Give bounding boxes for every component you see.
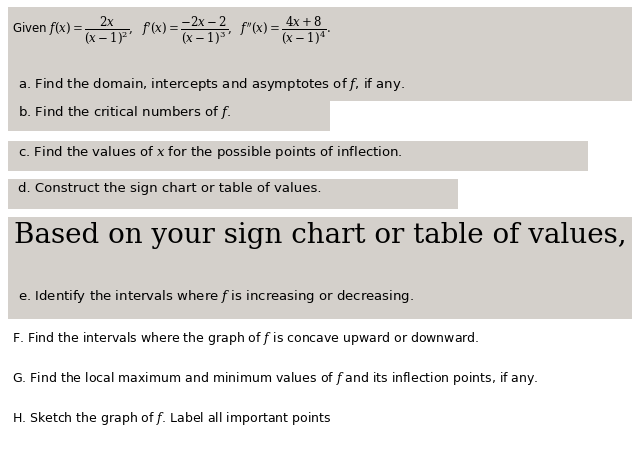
Text: H. Sketch the graph of $f$. Label all important points: H. Sketch the graph of $f$. Label all im… <box>12 409 332 426</box>
Bar <box>8 217 632 319</box>
Bar <box>8 142 588 172</box>
Text: d. Construct the sign chart or table of values.: d. Construct the sign chart or table of … <box>18 182 321 194</box>
Bar <box>8 102 330 132</box>
Bar <box>8 179 458 210</box>
Text: b. Find the critical numbers of $f$.: b. Find the critical numbers of $f$. <box>18 104 231 121</box>
Text: a. Find the domain, intercepts and asymptotes of $f$, if any.: a. Find the domain, intercepts and asymp… <box>18 76 405 93</box>
Text: e. Identify the intervals where $f$ is increasing or decreasing.: e. Identify the intervals where $f$ is i… <box>18 287 414 304</box>
Text: Based on your sign chart or table of values,: Based on your sign chart or table of val… <box>13 221 626 249</box>
Text: c. Find the values of $x$ for the possible points of inflection.: c. Find the values of $x$ for the possib… <box>18 144 403 161</box>
Text: Given $f(x) = \dfrac{2x}{(x-1)^2},\ \ f^{\prime}(x) = \dfrac{-2x-2}{(x-1)^3},\ \: Given $f(x) = \dfrac{2x}{(x-1)^2},\ \ f^… <box>12 15 331 46</box>
Text: F. Find the intervals where the graph of $f$ is concave upward or downward.: F. Find the intervals where the graph of… <box>12 329 479 346</box>
Text: G. Find the local maximum and minimum values of $f$ and its inflection points, i: G. Find the local maximum and minimum va… <box>12 369 539 386</box>
Bar <box>8 8 632 102</box>
